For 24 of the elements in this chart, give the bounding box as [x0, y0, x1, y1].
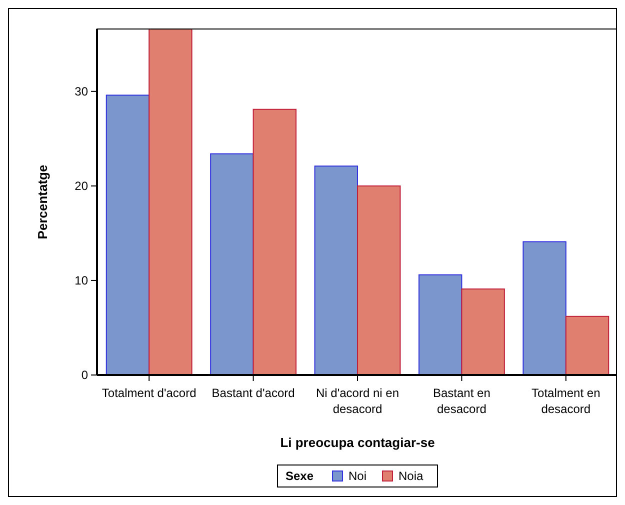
y-tick-label: 20: [74, 179, 88, 194]
bar: [461, 288, 505, 376]
bar: [106, 94, 150, 376]
bar: [522, 241, 566, 376]
x-tick-label: Totalment en desacord: [532, 386, 600, 416]
x-tick-label: Bastant en desacord: [433, 386, 490, 416]
bar: [210, 153, 254, 376]
x-tick-label: Totalment d'acord: [102, 386, 196, 400]
bar: [418, 274, 462, 376]
y-axis-title: Percentatge: [35, 164, 50, 240]
bar: [357, 185, 401, 376]
legend-label: Noi: [348, 469, 367, 483]
legend-title: Sexe: [286, 469, 314, 483]
bar: [565, 316, 610, 376]
bar: [314, 166, 358, 376]
x-tick-label: Bastant d'acord: [212, 386, 295, 400]
bar: [148, 28, 192, 376]
y-tick-label: 0: [81, 368, 88, 382]
x-axis-title: Li preocupa contagiar-se: [280, 435, 435, 450]
bar: [252, 108, 297, 376]
y-tick-label: 30: [74, 84, 88, 99]
y-tick-label: 10: [74, 274, 88, 288]
legend-label: Noia: [398, 469, 424, 483]
x-tick-label: Ni d'acord ni en desacord: [316, 386, 400, 416]
